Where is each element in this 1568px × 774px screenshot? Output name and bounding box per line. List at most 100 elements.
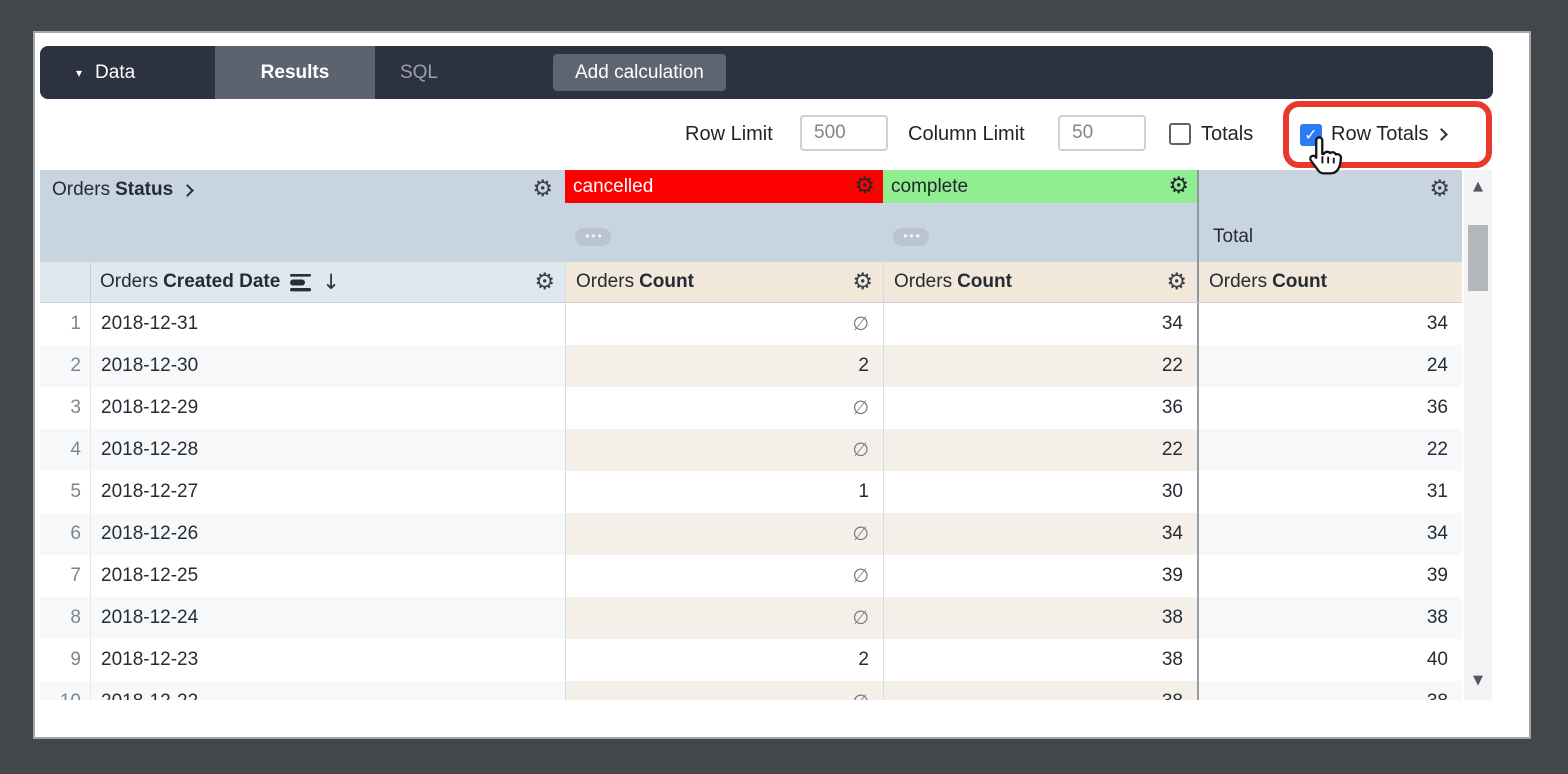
pivot-field-name: Status <box>115 179 174 200</box>
tab-results[interactable]: Results <box>215 46 375 99</box>
complete-count-cell[interactable]: 22 <box>883 345 1197 387</box>
cancelled-count-cell[interactable]: ∅ <box>565 681 883 700</box>
measure-header-complete-count[interactable]: Orders Count ⚙ <box>883 262 1197 302</box>
subtotals-icon <box>290 273 312 291</box>
tab-bar: ▾ Data Results SQL Add calculation <box>40 46 1493 99</box>
table-row: 2 2018-12-30 2 22 24 <box>40 345 1462 387</box>
date-cell[interactable]: 2018-12-31 <box>90 303 565 345</box>
add-calculation-button[interactable]: Add calculation <box>553 54 726 91</box>
pivot-cell-complete: complete ⚙ ••• <box>883 170 1197 262</box>
row-total-cell[interactable]: 39 <box>1197 555 1462 597</box>
tab-data[interactable]: ▾ Data <box>40 46 215 99</box>
scroll-down-icon[interactable]: ▼ <box>1473 673 1483 688</box>
cancelled-count-cell[interactable]: ∅ <box>565 303 883 345</box>
pivot-view-name: Orders <box>52 179 111 200</box>
date-cell[interactable]: 2018-12-25 <box>90 555 565 597</box>
gear-icon[interactable]: ⚙ <box>534 269 555 295</box>
gear-icon[interactable]: ⚙ <box>1429 176 1450 202</box>
cursor-hand-icon <box>1309 136 1343 175</box>
chevron-right-icon <box>181 183 195 197</box>
cancelled-count-cell[interactable]: ∅ <box>565 429 883 471</box>
complete-count-cell[interactable]: 39 <box>883 555 1197 597</box>
dimension-view-name: Orders <box>100 271 159 292</box>
cancelled-count-cell[interactable]: 1 <box>565 471 883 513</box>
pivot-value-cancelled[interactable]: cancelled ⚙ <box>565 170 883 203</box>
row-number-cell: 2 <box>40 345 90 387</box>
row-number-cell: 10 <box>40 681 90 700</box>
pivot-field-header[interactable]: Orders Status ⚙ <box>40 170 565 262</box>
row-number-cell: 9 <box>70 649 81 670</box>
complete-count-cell[interactable]: 38 <box>883 597 1197 639</box>
pivot-more-menu[interactable]: ••• <box>575 228 611 246</box>
cancelled-count-cell[interactable]: ∅ <box>565 555 883 597</box>
totals-checkbox[interactable] <box>1169 123 1191 145</box>
row-total-cell[interactable]: 24 <box>1197 345 1462 387</box>
measure-field-name: Count <box>639 271 694 292</box>
table-row: 5 2018-12-27 1 30 31 <box>40 471 1462 513</box>
complete-count-cell[interactable]: 34 <box>883 303 1197 345</box>
cancelled-count-cell[interactable]: 2 <box>565 639 883 681</box>
complete-count-cell[interactable]: 34 <box>883 513 1197 555</box>
row-total-cell[interactable]: 34 <box>1197 303 1462 345</box>
scroll-up-icon[interactable]: ▲ <box>1473 179 1483 194</box>
gear-icon[interactable]: ⚙ <box>1168 173 1189 199</box>
totals-label: Totals <box>1201 123 1254 145</box>
row-total-cell[interactable]: 38 <box>1197 681 1462 700</box>
date-cell[interactable]: 2018-12-23 <box>90 639 565 681</box>
table-row: 3 2018-12-29 ∅ 36 36 <box>40 387 1462 429</box>
row-total-cell[interactable]: 38 <box>1197 597 1462 639</box>
measure-header-total-count[interactable]: Orders Count <box>1197 262 1462 302</box>
row-number-cell: 7 <box>70 565 81 586</box>
column-limit-input[interactable] <box>1058 115 1146 151</box>
cancelled-count-cell[interactable]: ∅ <box>565 387 883 429</box>
pivot-value-label: cancelled <box>573 175 654 197</box>
date-cell[interactable]: 2018-12-22 <box>90 681 565 700</box>
measure-view-name: Orders <box>576 271 635 292</box>
pivot-value-complete[interactable]: complete ⚙ <box>883 170 1197 203</box>
dimension-header-created-date[interactable]: Orders Created Date ↓ ⚙ <box>90 262 565 302</box>
gear-icon[interactable]: ⚙ <box>854 173 875 199</box>
measure-view-name: Orders <box>894 271 953 292</box>
table-row: 7 2018-12-25 ∅ 39 39 <box>40 555 1462 597</box>
results-table: Orders Status ⚙ cancelled ⚙ ••• complete … <box>40 170 1462 700</box>
pivot-more-menu[interactable]: ••• <box>893 228 929 246</box>
row-total-cell[interactable]: 36 <box>1197 387 1462 429</box>
complete-count-cell[interactable]: 38 <box>883 681 1197 700</box>
sort-descending-icon: ↓ <box>322 269 340 294</box>
column-limit-label: Column Limit <box>908 123 1025 145</box>
row-number-header <box>40 262 90 302</box>
cancelled-count-cell[interactable]: 2 <box>565 345 883 387</box>
row-totals-label: Row Totals <box>1331 123 1429 145</box>
tab-data-label: Data <box>95 61 136 83</box>
row-total-cell[interactable]: 40 <box>1197 639 1462 681</box>
row-total-cell[interactable]: 22 <box>1197 429 1462 471</box>
complete-count-cell[interactable]: 36 <box>883 387 1197 429</box>
complete-count-cell[interactable]: 30 <box>883 471 1197 513</box>
table-row: 8 2018-12-24 ∅ 38 38 <box>40 597 1462 639</box>
add-calculation-label: Add calculation <box>575 61 704 83</box>
complete-count-cell[interactable]: 38 <box>883 639 1197 681</box>
date-cell[interactable]: 2018-12-26 <box>90 513 565 555</box>
gear-icon[interactable]: ⚙ <box>852 269 873 295</box>
vertical-scrollbar[interactable]: ▲ ▼ <box>1464 170 1492 700</box>
cancelled-count-cell[interactable]: ∅ <box>565 513 883 555</box>
table-row: 6 2018-12-26 ∅ 34 34 <box>40 513 1462 555</box>
date-cell[interactable]: 2018-12-28 <box>90 429 565 471</box>
gear-icon[interactable]: ⚙ <box>1166 269 1187 295</box>
tab-sql[interactable]: SQL <box>375 46 463 99</box>
date-cell[interactable]: 2018-12-27 <box>90 471 565 513</box>
row-total-cell[interactable]: 34 <box>1197 513 1462 555</box>
complete-count-cell[interactable]: 22 <box>883 429 1197 471</box>
date-cell[interactable]: 2018-12-29 <box>90 387 565 429</box>
chevron-right-icon <box>1435 128 1449 141</box>
scrollbar-thumb[interactable] <box>1468 225 1488 291</box>
date-cell[interactable]: 2018-12-30 <box>90 345 565 387</box>
row-limit-input[interactable] <box>800 115 888 151</box>
measure-field-name: Count <box>957 271 1012 292</box>
cancelled-count-cell[interactable]: ∅ <box>565 597 883 639</box>
date-cell[interactable]: 2018-12-24 <box>90 597 565 639</box>
measure-header-cancelled-count[interactable]: Orders Count ⚙ <box>565 262 883 302</box>
row-total-cell[interactable]: 31 <box>1197 471 1462 513</box>
row-number-cell: 1 <box>70 313 81 334</box>
gear-icon[interactable]: ⚙ <box>532 176 553 202</box>
